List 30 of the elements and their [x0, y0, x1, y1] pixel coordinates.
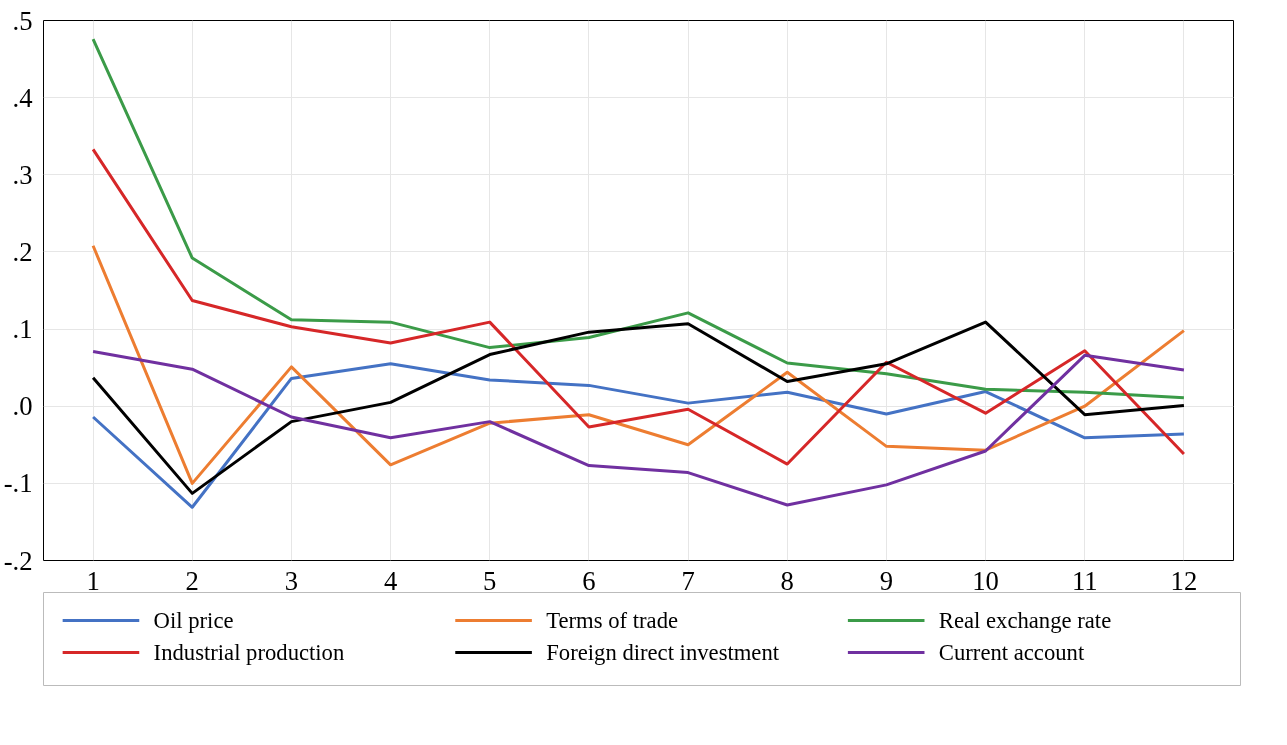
y-tick-label: .2 [12, 236, 33, 267]
x-tick-label: 12 [1170, 565, 1198, 596]
x-tick-label: 4 [383, 565, 398, 596]
x-tick-label: 6 [582, 565, 596, 596]
y-tick-label: .5 [12, 5, 33, 36]
legend-label: Real exchange rate [938, 608, 1112, 633]
legend-label: Oil price [153, 608, 234, 633]
y-tick-label: .0 [12, 391, 33, 422]
x-tick-label: 7 [681, 565, 695, 596]
legend-label: Current account [938, 640, 1085, 665]
line-series [91, 320, 1186, 495]
x-tick-label: 9 [879, 565, 894, 596]
legend-label: Foreign direct investment [546, 640, 780, 665]
x-tick-label: 8 [780, 565, 794, 596]
legend-label: Industrial production [153, 640, 345, 665]
y-tick-label: -.2 [3, 545, 33, 576]
x-tick-label: 3 [284, 565, 299, 596]
y-tick-label: .4 [12, 82, 33, 113]
line-series [91, 244, 1186, 485]
y-tick-label: .1 [12, 314, 33, 345]
x-tick-label: 2 [185, 565, 199, 596]
y-tick-label: -.1 [3, 468, 33, 499]
x-tick-label: 11 [1071, 565, 1098, 596]
line-series [91, 147, 1186, 466]
x-tick-label: 1 [86, 565, 100, 596]
x-tick-label: 5 [483, 565, 497, 596]
legend-label: Terms of trade [546, 608, 679, 633]
x-tick-label: 10 [972, 565, 999, 596]
y-tick-label: .3 [12, 159, 33, 190]
line-series [91, 37, 1186, 400]
